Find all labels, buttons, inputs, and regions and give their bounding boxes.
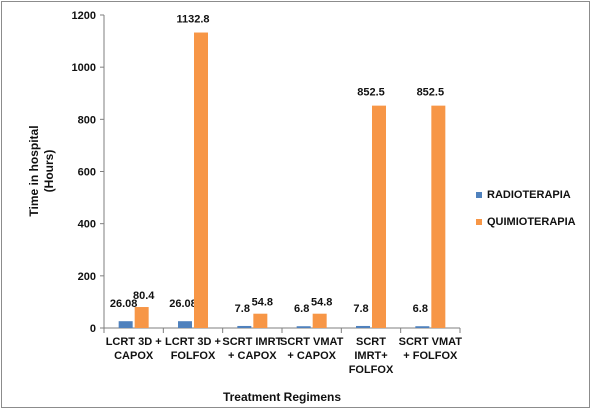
- bar-radioterapia-2: [237, 325, 252, 328]
- data-label-quimioterapia-5: 852.5: [417, 87, 445, 99]
- bar-quimioterapia-0: [134, 307, 149, 328]
- legend-swatch-quimioterapia: [476, 219, 482, 225]
- y-tick-label: 200: [78, 271, 96, 283]
- bar-quimioterapia-1: [194, 32, 208, 328]
- data-label-quimioterapia-0: 80.4: [133, 290, 155, 302]
- x-category-label: FOLFOX: [171, 350, 216, 362]
- bar-quimioterapia-2: [253, 313, 268, 328]
- data-label-radioterapia-3: 6.8: [294, 303, 309, 315]
- data-label-radioterapia-1: 26.08: [169, 298, 197, 310]
- x-category-label: FOLFOX: [349, 364, 394, 376]
- x-category-label: + FOLFOX: [403, 350, 458, 362]
- x-category-label: CAPOX: [114, 350, 154, 362]
- x-category-label: + CAPOX: [287, 350, 336, 362]
- x-category-label: + CAPOX: [228, 350, 277, 362]
- data-label-quimioterapia-3: 54.8: [311, 297, 332, 309]
- y-tick-label: 800: [78, 114, 96, 126]
- legend-label-radioterapia: RADIOTERAPIA: [487, 189, 571, 201]
- bar-radioterapia-5: [415, 326, 430, 328]
- x-axis-title: Treatment Regimens: [223, 390, 341, 404]
- data-label-radioterapia-5: 6.8: [413, 303, 428, 315]
- y-tick-label: 0: [90, 323, 96, 335]
- bar-quimioterapia-3: [312, 313, 327, 328]
- data-label-quimioterapia-1: 1132.8: [176, 14, 209, 26]
- bar-quimioterapia-4: [372, 105, 386, 328]
- bar-quimioterapia-5: [431, 105, 446, 328]
- legend-swatch-radioterapia: [476, 192, 482, 198]
- y-tick-label: 1200: [72, 10, 96, 22]
- data-label-quimioterapia-2: 54.8: [252, 297, 273, 309]
- x-category-label: IMRT+: [354, 350, 387, 362]
- bar-radioterapia-4: [356, 325, 370, 328]
- bar-radioterapia-1: [178, 321, 192, 328]
- y-tick-label: 600: [78, 167, 96, 179]
- x-category-label: SCRT VMAT: [399, 336, 463, 348]
- bar-radioterapia-3: [296, 326, 311, 328]
- y-axis-title: Time in hospital: [27, 125, 41, 216]
- y-axis-title: (Hours): [42, 150, 56, 193]
- bar-radioterapia-0: [118, 321, 133, 328]
- x-category-label: SCRT VMAT: [280, 336, 344, 348]
- legend-label-quimioterapia: QUIMIOTERAPIA: [487, 216, 576, 228]
- x-category-label: LCRT 3D +: [106, 336, 162, 348]
- data-label-radioterapia-0: 26.08: [110, 298, 138, 310]
- x-category-label: SCRT IMRT: [222, 336, 282, 348]
- data-label-radioterapia-4: 7.8: [353, 303, 368, 315]
- data-label-radioterapia-2: 7.8: [235, 303, 250, 315]
- x-category-label: SCRT: [356, 336, 386, 348]
- data-label-quimioterapia-4: 852.5: [357, 87, 385, 99]
- x-category-label: LCRT 3D +: [165, 336, 221, 348]
- y-tick-label: 400: [78, 219, 96, 231]
- y-tick-label: 1000: [72, 62, 96, 74]
